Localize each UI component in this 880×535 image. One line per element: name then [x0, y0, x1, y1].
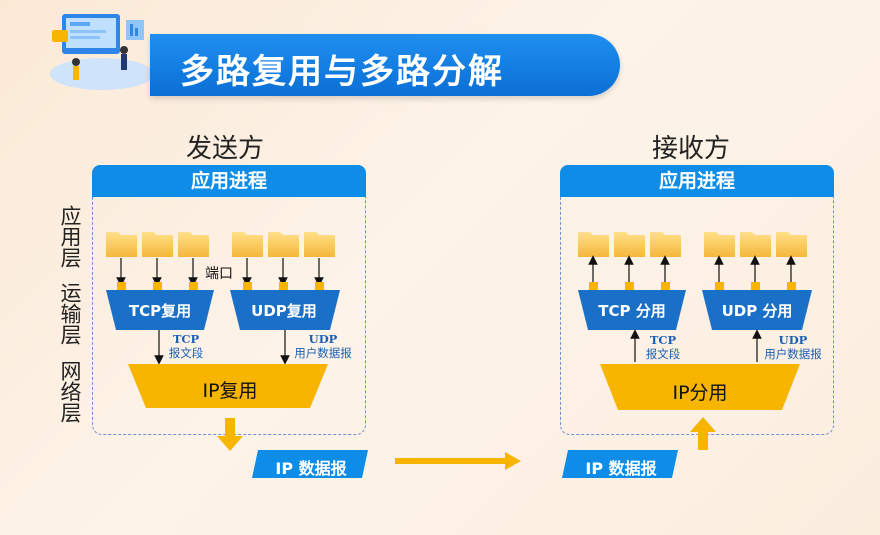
- receiver-udp-demux-label: UDP 分用: [721, 302, 793, 320]
- sender-title: 发送方: [186, 134, 265, 164]
- receiver-process-bar: 应用进程: [560, 165, 834, 197]
- sender-tcp-mux-shape: [106, 290, 214, 330]
- receiver-title: 接收方: [652, 134, 731, 164]
- sender-udp-mux-label: UDP复用: [251, 302, 317, 320]
- sender-udp-datagram-label: UDP 用户数据报: [294, 332, 352, 360]
- sender-ip-datagram-label: IP 数据报: [275, 459, 347, 478]
- receiver-up-arrow: [690, 417, 716, 450]
- layer-label-application: 应用层: [58, 205, 82, 268]
- transfer-arrow: [395, 452, 521, 470]
- layer-label-network: 网络层: [58, 360, 82, 423]
- receiver-port-squares: [589, 282, 796, 291]
- receiver-ip-shape: [600, 364, 800, 410]
- sender-diagram: [106, 232, 340, 408]
- sender-down-arrow: [217, 418, 243, 451]
- receiver-tcp-demux-shape: [578, 290, 686, 330]
- receiver-tcp-demux-label: TCP 分用: [598, 302, 666, 320]
- receiver-tcp-segment-label: TCP 报文段: [645, 333, 681, 361]
- receiver-udp-demux-shape: [702, 290, 812, 330]
- sender-folder-icons: [106, 232, 335, 257]
- title-banner: 多路复用与多路分解: [150, 34, 620, 96]
- sender-process-bar: 应用进程: [92, 165, 366, 197]
- page-title: 多路复用与多路分解: [180, 52, 504, 92]
- sender-ip-datagram-shape: [252, 450, 368, 478]
- header-illustration: [50, 14, 154, 90]
- sender-tcp-segment-label: TCP 报文段: [168, 332, 204, 360]
- receiver-ip-label: IP分用: [672, 382, 728, 404]
- receiver-ip-datagram-label: IP 数据报: [585, 459, 657, 478]
- receiver-udp-datagram-label: UDP 用户数据报: [764, 333, 822, 361]
- sender-port-label: 端口: [205, 266, 233, 282]
- sender-tcp-mux-label: TCP复用: [128, 302, 192, 320]
- layer-label-transport: 运输层: [58, 282, 82, 345]
- sender-udp-mux-shape: [230, 290, 340, 330]
- sender-ip-label: IP复用: [202, 380, 258, 402]
- sender-port-squares: [117, 282, 324, 291]
- receiver-folder-icons: [578, 232, 807, 257]
- sender-ip-shape: [128, 364, 328, 408]
- receiver-ip-datagram-shape: [562, 450, 678, 478]
- receiver-diagram: [578, 232, 812, 410]
